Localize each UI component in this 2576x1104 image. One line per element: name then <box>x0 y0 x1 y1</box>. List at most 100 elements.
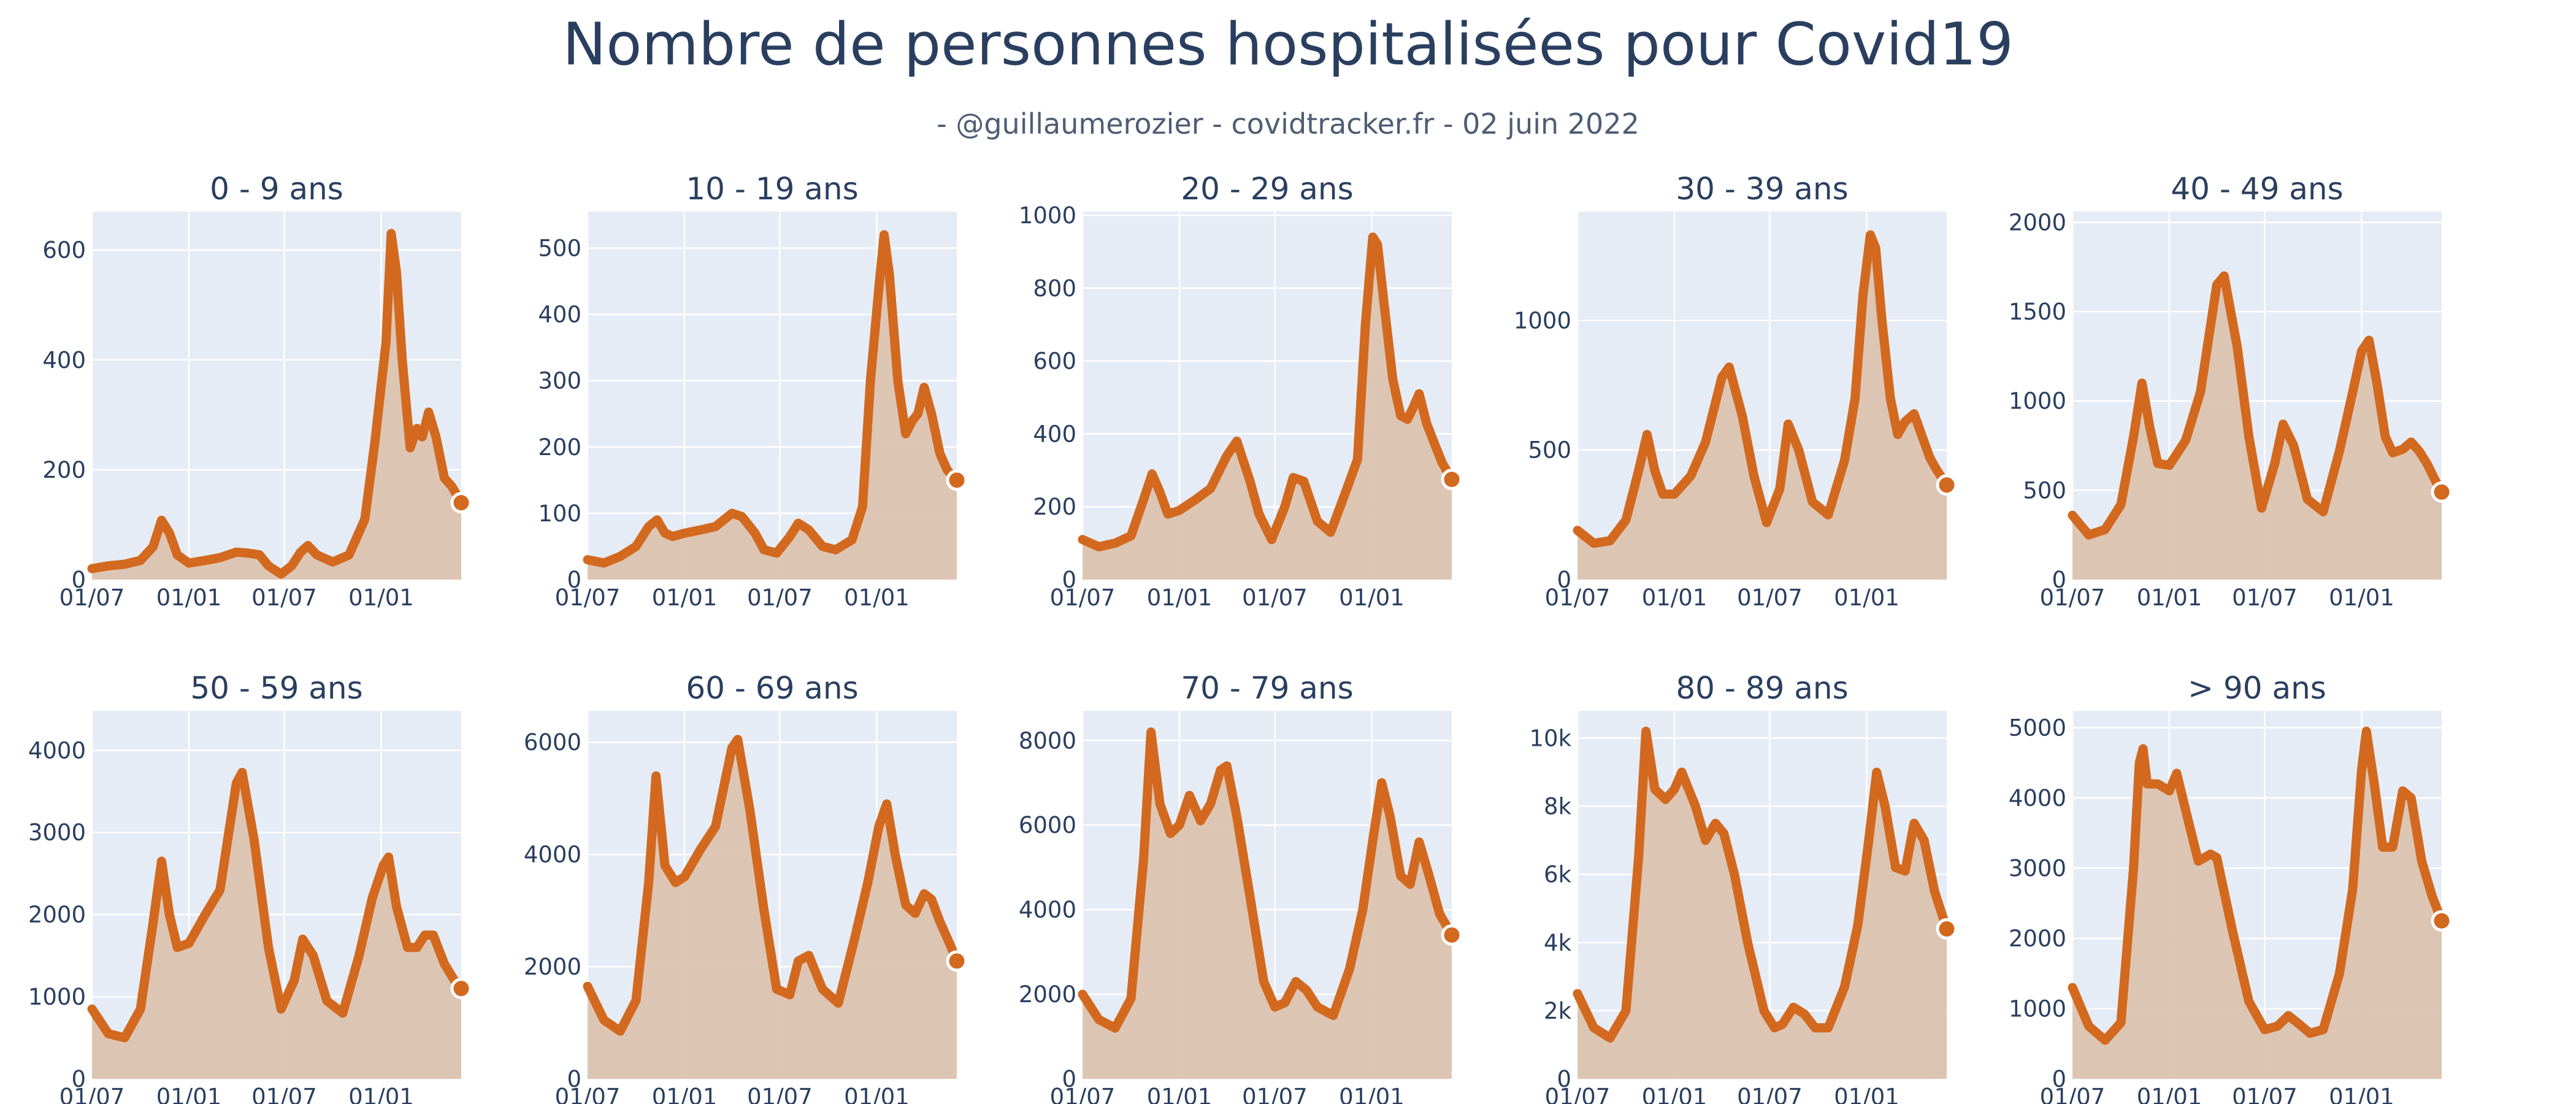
x-tick-label: 01/07 <box>1242 585 1308 611</box>
last-value-marker <box>2431 910 2453 932</box>
y-tick-label: 8000 <box>1019 727 1076 754</box>
subplot: 01/07 01/01 01/07 01/01 0 500 1000 30 - 39 ans <box>1514 171 1958 611</box>
y-tick-label: 0 <box>567 1066 581 1092</box>
x-tick-label: 01/07 <box>2040 585 2106 611</box>
y-tick-label: 8k <box>1544 794 1572 820</box>
series-line <box>1573 726 1952 1043</box>
subplot: 01/07 01/01 01/07 01/01 0 200 400 600 0 - 9 ans <box>42 171 472 611</box>
x-tick-label: 01/01 <box>1147 585 1213 611</box>
y-tick-label: 200 <box>538 434 581 461</box>
series-area <box>2072 731 2442 1079</box>
y-tick-label: 0 <box>1062 567 1076 593</box>
y-tick-label: 10k <box>1529 725 1571 751</box>
x-tick-label: 01/07 <box>1050 1084 1116 1104</box>
y-tick-label: 4000 <box>524 841 581 868</box>
x-tick-label: 01/07 <box>2040 1084 2106 1104</box>
last-value-marker <box>1441 469 1463 491</box>
subplot-title: 30 - 39 ans <box>1676 171 1848 207</box>
x-tick-label: 01/01 <box>844 585 910 611</box>
y-tick-label: 300 <box>538 368 581 394</box>
y-tick-label: 6000 <box>1019 812 1076 838</box>
subplot-title: 20 - 29 ans <box>1181 171 1353 207</box>
subplot: 01/07 01/01 01/07 01/01 0 1000 2000 3000 4000 50 … <box>28 670 472 1104</box>
y-tick-label: 2000 <box>524 954 581 980</box>
x-tick-label: 01/01 <box>1834 585 1899 611</box>
x-tick-label: 01/01 <box>2329 1084 2394 1104</box>
x-tick-label: 01/07 <box>2232 585 2298 611</box>
y-tick-label: 600 <box>42 237 86 264</box>
subplot-title: > 90 ans <box>2188 670 2326 706</box>
last-value-marker <box>450 492 472 514</box>
subplot-title: 70 - 79 ans <box>1181 670 1353 706</box>
x-tick-label: 01/01 <box>1147 1084 1213 1104</box>
y-tick-label: 400 <box>42 347 86 374</box>
y-tick-label: 0 <box>2052 567 2066 593</box>
y-tick-label: 0 <box>1557 567 1571 593</box>
y-tick-label: 4000 <box>28 737 86 764</box>
y-tick-label: 100 <box>538 500 581 527</box>
subplot: 01/07 01/01 01/07 01/01 0 200 400 600 800 1000 20 … <box>1019 171 1463 611</box>
y-tick-label: 4000 <box>2009 785 2066 811</box>
subplot: 01/07 01/01 01/07 01/01 0 1000 2000 3000 4000 500… <box>2009 670 2453 1104</box>
y-tick-label: 3000 <box>28 819 86 846</box>
x-tick-label: 01/01 <box>348 585 414 611</box>
y-tick-label: 0 <box>1557 1066 1571 1092</box>
y-tick-label: 2000 <box>2009 209 2066 236</box>
y-tick-label: 500 <box>2023 477 2066 504</box>
y-tick-label: 200 <box>1033 494 1076 520</box>
series-line <box>583 735 962 1036</box>
y-tick-label: 0 <box>71 1066 86 1092</box>
series-line <box>2068 271 2447 540</box>
x-tick-label: 01/01 <box>2329 585 2394 611</box>
y-tick-label: 200 <box>42 457 86 483</box>
subplot-grid: 01/07 01/01 01/07 01/01 0 200 400 600 0 - 9 ans 0… <box>28 171 2453 1104</box>
y-tick-label: 500 <box>1528 437 1571 464</box>
y-tick-label: 2000 <box>2009 926 2066 952</box>
x-tick-label: 01/07 <box>1050 585 1116 611</box>
x-tick-label: 01/07 <box>59 1084 125 1104</box>
y-tick-label: 5000 <box>2009 715 2066 741</box>
y-tick-label: 2k <box>1544 998 1572 1024</box>
x-tick-label: 01/01 <box>1642 1084 1708 1104</box>
series-line <box>87 767 466 1043</box>
x-tick-label: 01/01 <box>2137 585 2202 611</box>
y-tick-label: 1000 <box>28 984 86 1010</box>
x-tick-label: 01/07 <box>1545 1084 1611 1104</box>
x-tick-label: 01/07 <box>2232 1084 2298 1104</box>
y-tick-label: 2000 <box>1019 981 1076 1008</box>
x-tick-label: 01/01 <box>652 585 718 611</box>
y-tick-label: 6k <box>1544 862 1572 888</box>
x-tick-label: 01/07 <box>1242 1084 1308 1104</box>
last-value-marker <box>946 469 968 491</box>
x-tick-label: 01/07 <box>747 585 813 611</box>
subplot: 01/07 01/01 01/07 01/01 0 2000 4000 6000 60 - 69… <box>524 670 968 1104</box>
series-line <box>583 230 962 568</box>
y-tick-label: 4000 <box>1019 897 1076 923</box>
subplot-title: 80 - 89 ans <box>1676 670 1848 706</box>
subplot: 01/07 01/01 01/07 01/01 0 2000 4000 6000 8000 70 … <box>1019 670 1463 1104</box>
subplot-title: 0 - 9 ans <box>210 171 343 207</box>
y-tick-label: 800 <box>1033 275 1076 302</box>
y-tick-label: 0 <box>71 567 86 593</box>
x-tick-label: 01/01 <box>156 1084 222 1104</box>
x-tick-label: 01/01 <box>1339 1084 1405 1104</box>
x-tick-label: 01/07 <box>59 585 125 611</box>
y-tick-label: 0 <box>2052 1066 2066 1092</box>
x-tick-label: 01/07 <box>747 1084 813 1104</box>
series-area <box>1577 235 1947 580</box>
x-tick-label: 01/01 <box>2137 1084 2202 1104</box>
figure-title: Nombre de personnes hospitalisées pour C… <box>562 11 2014 79</box>
x-tick-label: 01/07 <box>251 1084 317 1104</box>
y-tick-label: 1000 <box>1019 202 1076 229</box>
y-tick-label: 1000 <box>2009 995 2066 1022</box>
y-tick-label: 500 <box>538 235 581 261</box>
x-tick-label: 01/01 <box>156 585 222 611</box>
y-tick-label: 0 <box>1062 1066 1076 1092</box>
y-tick-label: 3000 <box>2009 855 2066 881</box>
series-line <box>87 229 466 579</box>
y-tick-label: 600 <box>1033 348 1076 375</box>
series-area <box>588 739 957 1079</box>
y-tick-label: 4k <box>1544 930 1572 956</box>
x-tick-label: 01/01 <box>1834 1084 1899 1104</box>
y-tick-label: 1000 <box>1514 307 1571 334</box>
